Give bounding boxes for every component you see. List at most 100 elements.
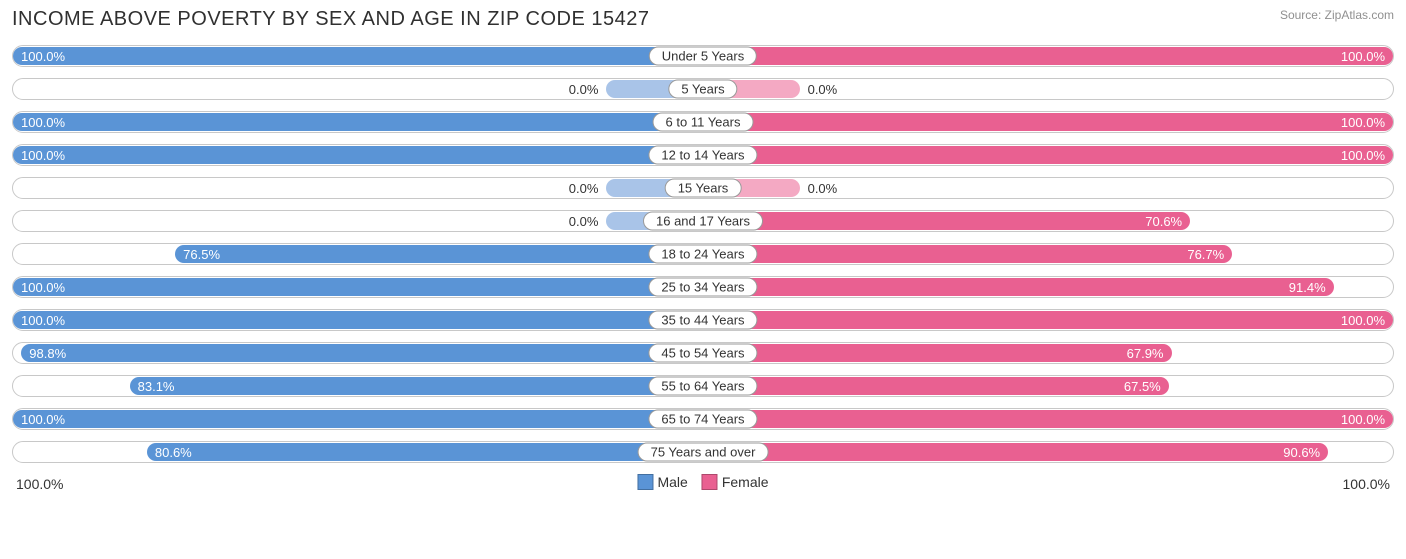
male-half: 100.0% — [13, 409, 703, 429]
male-bar: 100.0% — [13, 47, 703, 65]
legend: Male Female — [637, 474, 768, 490]
male-half: 76.5% — [13, 244, 703, 264]
female-half: 0.0% — [703, 178, 1393, 198]
category-label: 55 to 64 Years — [648, 377, 757, 396]
female-bar: 90.6% — [703, 443, 1328, 461]
chart-title: INCOME ABOVE POVERTY BY SEX AND AGE IN Z… — [12, 8, 649, 31]
male-value-label: 100.0% — [21, 410, 65, 428]
bar-row: 0.0%0.0%15 Years — [12, 177, 1394, 199]
male-value-label: 80.6% — [155, 443, 192, 461]
chart-source: Source: ZipAtlas.com — [1280, 8, 1394, 22]
female-half: 100.0% — [703, 112, 1393, 132]
female-half: 100.0% — [703, 409, 1393, 429]
bar-row: 80.6% 90.6% 75 Years and over — [12, 441, 1394, 463]
female-half: 67.5% — [703, 376, 1393, 396]
male-bar: 100.0% — [13, 113, 703, 131]
bar-row: 100.0% 100.0% 12 to 14 Years — [12, 144, 1394, 166]
male-value-label: 98.8% — [29, 344, 66, 362]
female-half: 100.0% — [703, 145, 1393, 165]
category-label: 75 Years and over — [638, 443, 769, 462]
bar-row: 0.0% 70.6% 16 and 17 Years — [12, 210, 1394, 232]
legend-label-male: Male — [657, 474, 687, 490]
bar-row: 100.0%100.0%Under 5 Years — [12, 45, 1394, 67]
male-half: 80.6% — [13, 442, 703, 462]
male-half: 100.0% — [13, 310, 703, 330]
male-half: 0.0% — [13, 79, 703, 99]
legend-label-female: Female — [722, 474, 769, 490]
female-value-label: 100.0% — [1341, 113, 1385, 131]
female-half: 90.6% — [703, 442, 1393, 462]
legend-item-female: Female — [702, 474, 769, 490]
female-half: 100.0% — [703, 310, 1393, 330]
female-value-label: 67.9% — [1127, 344, 1164, 362]
male-value-label: 100.0% — [21, 311, 65, 329]
female-half: 91.4% — [703, 277, 1393, 297]
male-value-label: 100.0% — [21, 146, 65, 164]
category-label: Under 5 Years — [649, 47, 757, 66]
male-half: 0.0% — [13, 178, 703, 198]
female-bar: 100.0% — [703, 311, 1393, 329]
category-label: 18 to 24 Years — [648, 245, 757, 264]
bar-row: 98.8% 67.9% 45 to 54 Years — [12, 342, 1394, 364]
legend-swatch-male — [637, 474, 653, 490]
female-half: 70.6% — [703, 211, 1393, 231]
female-value-label: 100.0% — [1341, 311, 1385, 329]
male-half: 100.0% — [13, 46, 703, 66]
axis-label-right: 100.0% — [1343, 476, 1390, 492]
axis-label-left: 100.0% — [16, 476, 63, 492]
legend-swatch-female — [702, 474, 718, 490]
bar-row: 100.0%91.4%25 to 34 Years — [12, 276, 1394, 298]
category-label: 45 to 54 Years — [648, 344, 757, 363]
male-bar: 100.0% — [13, 311, 703, 329]
bars-area: 100.0%100.0%Under 5 Years0.0%0.0%5 Years… — [12, 45, 1394, 463]
category-label: 16 and 17 Years — [643, 212, 763, 231]
female-bar: 76.7% — [703, 245, 1232, 263]
female-value-label: 91.4% — [1289, 278, 1326, 296]
male-value-label: 0.0% — [569, 80, 607, 98]
female-value-label: 100.0% — [1341, 410, 1385, 428]
female-bar: 67.5% — [703, 377, 1169, 395]
bar-row: 0.0%0.0%5 Years — [12, 78, 1394, 100]
male-value-label: 100.0% — [21, 113, 65, 131]
bar-row: 76.5% 76.7% 18 to 24 Years — [12, 243, 1394, 265]
male-bar: 100.0% — [13, 410, 703, 428]
female-half: 67.9% — [703, 343, 1393, 363]
bar-row: 100.0% 100.0% 6 to 11 Years — [12, 111, 1394, 133]
male-value-label: 0.0% — [569, 179, 607, 197]
female-value-label: 67.5% — [1124, 377, 1161, 395]
female-half: 0.0% — [703, 79, 1393, 99]
category-label: 12 to 14 Years — [648, 146, 757, 165]
category-label: 15 Years — [665, 179, 742, 198]
male-value-label: 100.0% — [21, 278, 65, 296]
male-half: 100.0% — [13, 145, 703, 165]
bar-row: 83.1% 67.5% 55 to 64 Years — [12, 375, 1394, 397]
female-value-label: 100.0% — [1341, 47, 1385, 65]
female-value-label: 90.6% — [1283, 443, 1320, 461]
male-half: 100.0% — [13, 277, 703, 297]
male-bar: 98.8% — [21, 344, 703, 362]
male-half: 0.0% — [13, 211, 703, 231]
female-half: 100.0% — [703, 46, 1393, 66]
female-value-label: 100.0% — [1341, 146, 1385, 164]
chart-footer: 100.0% Male Female 100.0% — [12, 474, 1394, 500]
category-label: 35 to 44 Years — [648, 311, 757, 330]
male-value-label: 0.0% — [569, 212, 607, 230]
male-half: 98.8% — [13, 343, 703, 363]
male-bar: 83.1% — [130, 377, 703, 395]
male-half: 83.1% — [13, 376, 703, 396]
category-label: 5 Years — [668, 80, 737, 99]
chart-header: INCOME ABOVE POVERTY BY SEX AND AGE IN Z… — [12, 8, 1394, 31]
category-label: 6 to 11 Years — [653, 113, 754, 132]
female-half: 76.7% — [703, 244, 1393, 264]
female-bar: 67.9% — [703, 344, 1172, 362]
legend-item-male: Male — [637, 474, 687, 490]
female-value-label: 76.7% — [1187, 245, 1224, 263]
category-label: 65 to 74 Years — [648, 410, 757, 429]
female-bar: 70.6% — [703, 212, 1190, 230]
male-value-label: 76.5% — [183, 245, 220, 263]
male-bar: 100.0% — [13, 146, 703, 164]
female-value-label: 70.6% — [1145, 212, 1182, 230]
female-bar: 91.4% — [703, 278, 1334, 296]
bar-row: 100.0% 100.0% 35 to 44 Years — [12, 309, 1394, 331]
male-bar: 100.0% — [13, 278, 703, 296]
